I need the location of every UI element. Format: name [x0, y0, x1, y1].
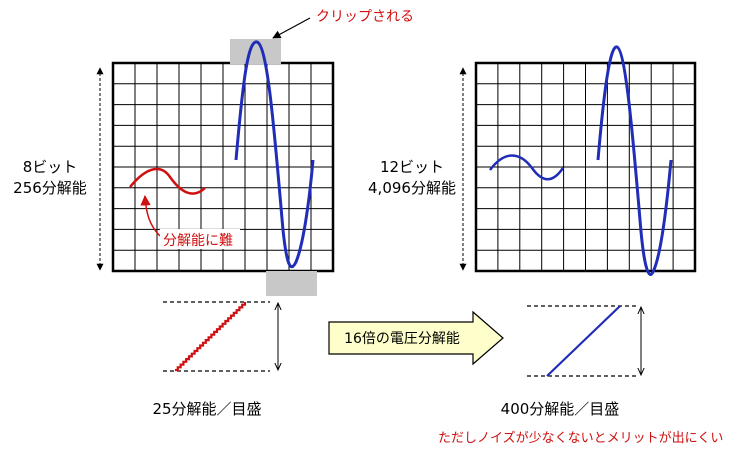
clip-label: クリップされる — [316, 9, 414, 25]
left-small-waveform — [129, 167, 206, 195]
right-small-waveform — [489, 154, 565, 181]
left-bits-label: 8ビット — [23, 158, 78, 176]
right-resolution-label: 4,096分解能 — [368, 179, 456, 197]
left-staircase-waveform — [175, 302, 247, 372]
resolution-hard-label: 分解能に難 — [163, 233, 233, 249]
right-grid — [476, 63, 695, 271]
left-resolution-label: 256分解能 — [13, 179, 87, 197]
gain-arrow-label: 16倍の電圧分解能 — [344, 331, 460, 347]
right-per-division-label: 400分解能／目盛 — [501, 400, 620, 418]
right-scope: 12ビット 4,096分解能 — [368, 45, 697, 276]
right-big-waveform — [596, 45, 673, 276]
right-bits-label: 12ビット — [380, 158, 444, 176]
left-zoom: 25分解能／目盛 — [152, 301, 278, 418]
right-zoom: 400分解能／目盛 ただしノイズが少なくないとメリットが出にくい — [438, 305, 723, 446]
left-big-waveform — [234, 40, 315, 269]
noise-note: ただしノイズが少なくないとメリットが出にくい — [438, 430, 723, 446]
resolution-label-bg — [160, 229, 240, 249]
resolution-gain-arrow: 16倍の電圧分解能 — [328, 310, 504, 366]
gain-arrow-shape — [328, 310, 504, 366]
left-grid — [113, 63, 333, 271]
right-smooth-waveform — [546, 305, 621, 377]
left-per-division-label: 25分解能／目盛 — [152, 400, 261, 418]
clip-box-bottom — [266, 271, 317, 296]
resolution-pointer-arrow — [140, 194, 161, 237]
left-scope: クリップされる 分解能に難 8ビット 256分解能 — [13, 9, 414, 296]
clip-pointer-arrow — [272, 17, 311, 39]
